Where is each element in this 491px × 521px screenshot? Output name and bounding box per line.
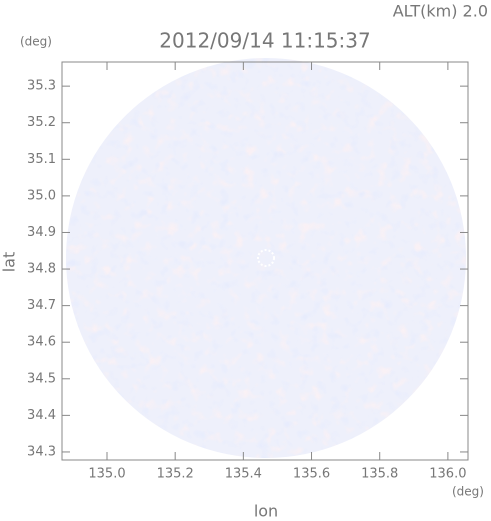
x-tick-label: 135.0 — [88, 467, 125, 482]
plot-frame — [61, 61, 469, 461]
x-tick-label: 135.6 — [293, 467, 330, 482]
x-axis-label: lon — [254, 502, 278, 521]
x-tick-label: 136.0 — [429, 467, 466, 482]
x-tick-label: 135.2 — [157, 467, 194, 482]
x-unit: (deg) — [452, 485, 484, 499]
y-tick-label: 34.7 — [27, 298, 56, 313]
chart-title: 2012/09/14 11:15:37 — [159, 29, 370, 53]
x-tick-label: 135.4 — [225, 467, 262, 482]
y-tick-label: 34.9 — [27, 225, 56, 240]
y-tick-label: 34.3 — [27, 444, 56, 459]
y-tick-label: 34.8 — [27, 262, 56, 277]
y-tick-label: 34.6 — [27, 335, 56, 350]
y-axis-label: lat — [0, 252, 19, 273]
y-tick-label: 34.5 — [27, 371, 56, 386]
subtitle: ALT(km) 2.0 — [393, 2, 488, 21]
y-tick-label: 35.3 — [27, 79, 56, 94]
radar-center — [257, 249, 275, 267]
y-unit: (deg) — [20, 35, 52, 49]
radar-texture — [66, 58, 466, 458]
y-tick-label: 35.2 — [27, 115, 56, 130]
y-tick-label: 35.1 — [27, 152, 56, 167]
y-tick-label: 34.4 — [27, 408, 56, 423]
x-tick-label: 135.8 — [361, 467, 398, 482]
y-tick-label: 35.0 — [27, 188, 56, 203]
